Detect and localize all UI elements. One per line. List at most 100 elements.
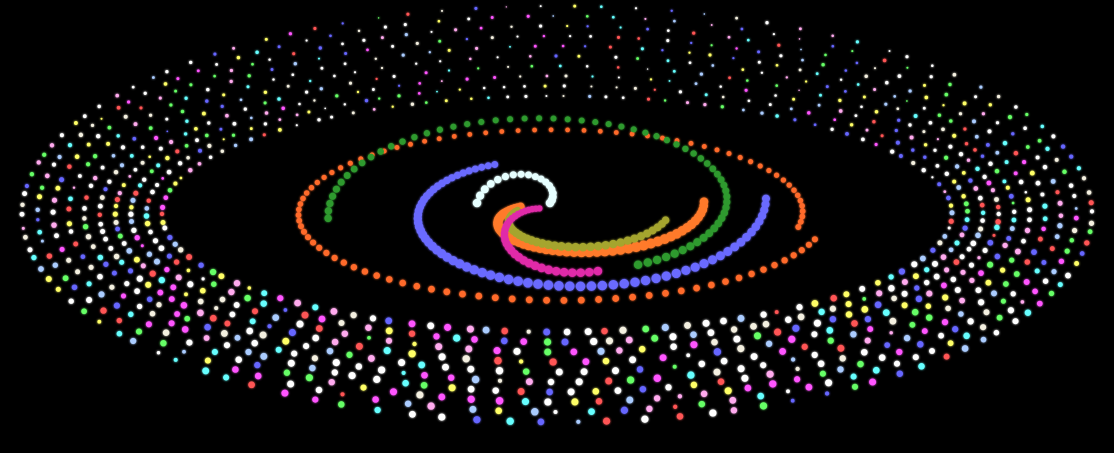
field-star xyxy=(421,371,428,379)
field-star xyxy=(113,302,121,309)
field-star xyxy=(23,234,28,240)
field-star xyxy=(467,17,471,21)
field-star xyxy=(995,150,1000,155)
field-star xyxy=(921,167,926,173)
arm-dot xyxy=(713,170,721,178)
arm-dot xyxy=(443,288,451,296)
field-star xyxy=(408,330,416,337)
field-star xyxy=(144,206,150,211)
field-star xyxy=(1032,288,1038,295)
arm-dot xyxy=(499,129,505,134)
field-star xyxy=(1035,155,1040,160)
field-star xyxy=(232,46,236,50)
field-star xyxy=(741,374,749,382)
field-star xyxy=(35,207,40,212)
field-star xyxy=(555,368,563,376)
field-star xyxy=(97,212,102,217)
field-star xyxy=(996,204,1001,210)
field-star xyxy=(585,65,589,68)
field-star xyxy=(378,97,381,100)
field-star xyxy=(224,320,231,327)
field-star xyxy=(97,319,102,324)
field-star xyxy=(66,257,72,263)
field-star xyxy=(312,304,319,311)
field-star xyxy=(492,387,499,394)
field-star xyxy=(994,197,999,202)
arm-dot xyxy=(640,275,651,286)
field-star xyxy=(497,378,503,383)
field-star xyxy=(37,229,43,235)
field-star xyxy=(177,161,183,166)
field-star xyxy=(962,101,967,106)
field-star xyxy=(184,315,191,322)
arm-dot xyxy=(636,232,646,241)
arm-dot xyxy=(723,192,731,201)
arm-dot xyxy=(623,243,634,254)
field-star xyxy=(1008,193,1014,199)
field-star xyxy=(521,398,530,406)
field-star xyxy=(246,327,254,335)
field-star xyxy=(343,103,347,106)
arm-dot xyxy=(367,153,375,161)
field-star xyxy=(937,182,942,187)
field-star xyxy=(690,341,698,349)
field-star xyxy=(889,331,893,335)
field-star xyxy=(148,126,153,130)
field-star xyxy=(169,103,173,107)
field-star xyxy=(855,61,859,65)
arm-dot xyxy=(478,163,486,171)
arm-dot xyxy=(693,284,700,292)
field-star xyxy=(708,53,712,57)
arm-dot xyxy=(361,268,369,275)
field-star xyxy=(586,25,589,28)
arm-dot xyxy=(508,295,516,303)
field-star xyxy=(397,84,401,87)
field-star xyxy=(775,84,779,87)
field-star xyxy=(232,121,237,126)
field-star xyxy=(896,370,904,377)
field-star xyxy=(915,295,923,303)
field-star xyxy=(724,387,732,395)
field-star xyxy=(1040,192,1045,197)
field-star xyxy=(353,71,357,74)
field-star xyxy=(168,320,175,327)
field-star xyxy=(427,322,435,330)
field-star xyxy=(759,402,768,410)
field-star xyxy=(135,328,143,335)
field-star xyxy=(1029,170,1035,176)
arm-dot xyxy=(699,233,708,242)
field-star xyxy=(974,95,978,99)
field-star xyxy=(244,294,251,302)
field-star xyxy=(168,296,175,303)
field-star xyxy=(467,395,475,403)
arm-dot xyxy=(608,239,618,249)
field-star xyxy=(145,281,152,288)
field-star xyxy=(829,315,837,323)
field-star xyxy=(845,301,852,308)
field-star xyxy=(73,121,78,125)
field-star xyxy=(977,256,981,260)
field-star xyxy=(943,155,949,160)
arm-dot xyxy=(760,266,767,273)
field-star xyxy=(315,325,323,332)
field-star xyxy=(448,384,456,392)
field-star xyxy=(676,413,684,420)
arm-dot xyxy=(797,218,804,225)
field-star xyxy=(805,383,813,391)
field-star xyxy=(940,282,947,289)
field-star xyxy=(103,187,108,192)
arm-dot xyxy=(564,242,573,252)
field-star xyxy=(620,406,629,414)
field-star xyxy=(981,112,986,116)
arm-dot xyxy=(492,117,499,124)
field-star xyxy=(558,64,562,68)
field-star xyxy=(854,114,858,118)
field-star xyxy=(898,268,906,275)
field-star xyxy=(170,284,177,291)
field-star xyxy=(798,27,802,31)
field-star xyxy=(188,167,193,173)
field-star xyxy=(127,268,134,274)
field-star xyxy=(979,85,983,89)
field-star xyxy=(318,315,326,323)
field-star xyxy=(914,285,920,291)
